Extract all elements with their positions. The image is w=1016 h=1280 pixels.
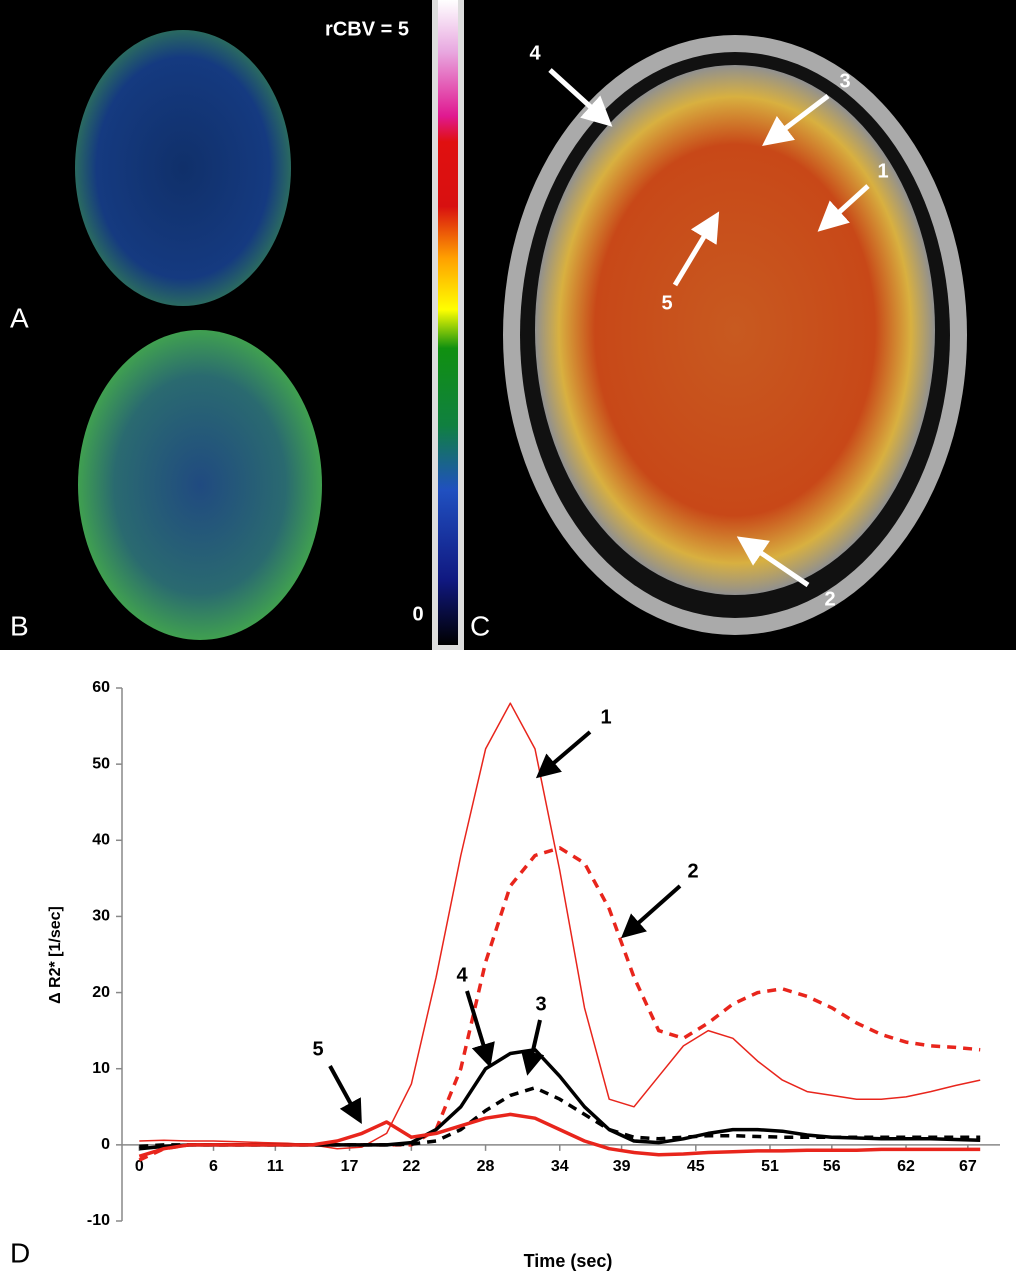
colorbar: [438, 0, 458, 645]
series-line: [138, 1112, 981, 1158]
x-tick-label: 45: [687, 1158, 705, 1175]
x-tick-label: 39: [613, 1158, 631, 1175]
x-axis-label: Time (sec): [524, 1251, 613, 1271]
series-label: 1: [600, 706, 611, 728]
panel-label: C: [470, 610, 490, 641]
brain-map-b: [78, 330, 322, 640]
x-tick-label: 56: [823, 1158, 841, 1175]
x-tick-label: 11: [267, 1158, 284, 1175]
series-label: 4: [456, 964, 468, 986]
x-tick-label: 6: [209, 1158, 218, 1175]
colorbar-max: rCBV = 5: [325, 18, 409, 40]
series-label: 2: [687, 860, 698, 882]
brain-map-c: [535, 65, 935, 595]
image-arrows: [548, 68, 870, 588]
y-tick-label: 60: [92, 679, 110, 696]
x-tick-label: 34: [551, 1158, 569, 1175]
y-axis-label: Δ R2* [1/sec]: [47, 906, 64, 1004]
series-line: [139, 702, 981, 1150]
x-tick-label: 17: [341, 1158, 359, 1175]
annotation-arrow: [535, 730, 592, 779]
arrow-label: 1: [877, 160, 888, 182]
panel-label: A: [10, 302, 29, 333]
x-tick-label: 62: [897, 1158, 915, 1175]
x-tick-label: 51: [761, 1158, 779, 1175]
panel-label: D: [10, 1237, 30, 1268]
series-line: [138, 846, 981, 1162]
brain-map-a: [75, 30, 291, 306]
y-tick-label: 40: [92, 832, 110, 849]
y-tick-label: 10: [92, 1060, 110, 1077]
y-tick-label: -10: [87, 1212, 110, 1229]
arrow-label: 5: [661, 292, 672, 314]
annotation-arrow: [328, 1065, 362, 1125]
annotation-arrow: [465, 990, 495, 1068]
x-tick-label: 0: [135, 1158, 144, 1175]
y-tick-label: 0: [101, 1136, 110, 1153]
chart-background: [0, 650, 1016, 1280]
series-label: 3: [535, 993, 546, 1015]
arrow-label: 3: [839, 70, 850, 92]
annotation-arrow: [621, 884, 682, 939]
x-tick-label: 22: [402, 1158, 420, 1175]
colorbar-min: 0: [412, 603, 423, 625]
annotation-arrow: [520, 1019, 545, 1076]
arrow-label: 2: [824, 588, 835, 610]
series-label: 5: [312, 1038, 323, 1060]
arrow-label: 4: [529, 42, 541, 64]
y-tick-label: 20: [92, 984, 110, 1001]
panel-label: B: [10, 610, 29, 641]
x-tick-label: 67: [959, 1158, 977, 1175]
x-tick-label: 28: [477, 1158, 495, 1175]
y-tick-label: 30: [92, 908, 110, 925]
y-tick-label: 50: [92, 755, 110, 772]
